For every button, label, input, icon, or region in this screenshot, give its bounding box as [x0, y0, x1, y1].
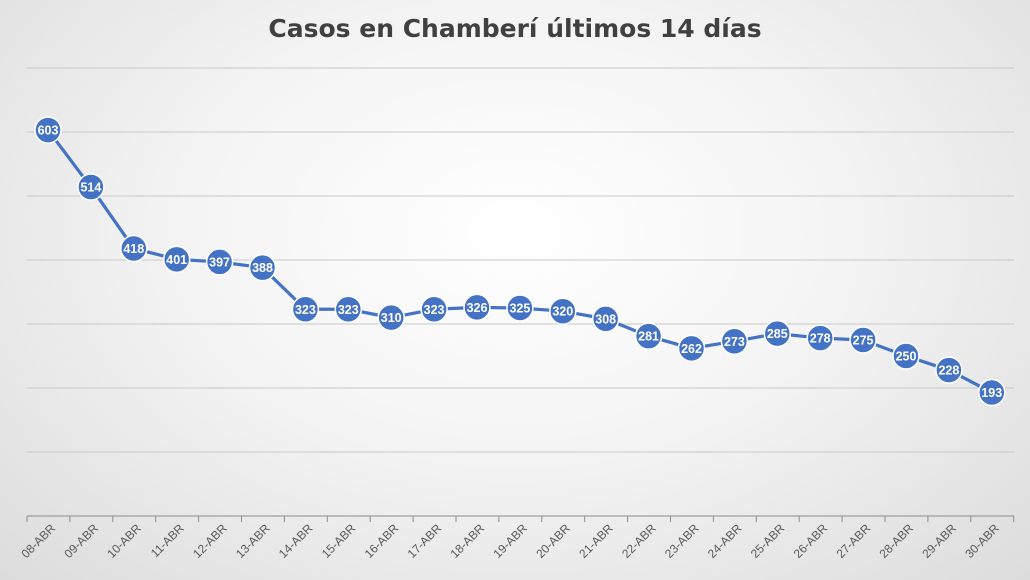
data-point-marker — [978, 378, 1006, 407]
data-point: 278 — [806, 324, 834, 352]
data-point: 281 — [634, 322, 663, 350]
data-label: 310 — [381, 311, 402, 325]
data-point: 603 — [34, 116, 62, 144]
data-point-marker — [162, 245, 191, 274]
x-axis-ticks — [26, 516, 1015, 522]
x-tick-label: 21-ABR — [576, 521, 616, 561]
data-point-marker — [763, 319, 792, 348]
x-tick-label: 30-ABR — [962, 521, 1002, 561]
x-tick-label: 15-ABR — [319, 521, 359, 561]
data-label: 323 — [424, 303, 445, 317]
data-point: 514 — [77, 173, 105, 201]
data-point: 275 — [849, 326, 877, 354]
data-label: 514 — [80, 181, 101, 195]
x-tick-label: 11-ABR — [148, 521, 187, 560]
data-label: 418 — [123, 242, 144, 256]
data-point: 320 — [549, 297, 577, 325]
data-point-marker — [849, 326, 877, 354]
x-tick-label: 17-ABR — [405, 521, 445, 561]
data-label: 397 — [209, 255, 230, 269]
data-point: 323 — [334, 295, 363, 324]
data-point: 273 — [720, 327, 749, 356]
x-tick-label: 16-ABR — [362, 521, 402, 561]
x-tick-label: 18-ABR — [448, 521, 488, 561]
data-point-marker — [506, 294, 534, 322]
data-label: 325 — [509, 302, 530, 316]
data-point-marker — [34, 116, 62, 144]
data-point-marker — [720, 327, 749, 356]
x-tick-label: 27-ABR — [834, 521, 874, 561]
data-point-marker — [248, 253, 277, 282]
data-label: 323 — [338, 303, 359, 317]
data-point: 401 — [162, 245, 191, 274]
data-point: 308 — [591, 305, 620, 333]
data-point: 418 — [120, 234, 148, 263]
data-point: 323 — [291, 295, 320, 324]
data-label: 262 — [681, 342, 702, 356]
x-tick-label: 12-ABR — [190, 521, 230, 561]
data-label: 326 — [467, 301, 488, 315]
data-point: 262 — [677, 334, 706, 363]
data-point-marker — [420, 295, 448, 324]
data-point-marker — [291, 295, 320, 324]
data-label: 401 — [166, 253, 187, 267]
data-point: 388 — [248, 253, 277, 282]
x-tick-label: 29-ABR — [919, 521, 959, 561]
data-point: 326 — [463, 293, 491, 322]
data-point-marker — [377, 303, 405, 332]
data-label: 278 — [810, 332, 831, 346]
x-tick-label: 14-ABR — [276, 521, 316, 561]
data-point-marker — [935, 356, 963, 384]
data-label: 273 — [724, 335, 745, 349]
x-tick-label: 09-ABR — [61, 521, 101, 561]
x-axis-labels: 08-ABR 09-ABR 10-ABR 11-ABR 12-ABR 13-ABR 14-A… — [19, 521, 1003, 561]
x-tick-label: 28-ABR — [877, 521, 917, 561]
data-point-marker — [591, 305, 620, 333]
data-label: 308 — [595, 312, 616, 326]
x-tick-label: 25-ABR — [748, 521, 788, 561]
data-point-marker — [806, 324, 834, 352]
x-tick-label: 13-ABR — [233, 521, 273, 561]
data-label: 320 — [552, 305, 573, 319]
data-point-marker — [634, 322, 663, 350]
data-point: 323 — [420, 295, 448, 324]
data-point-marker — [120, 234, 148, 263]
data-label: 275 — [853, 334, 874, 348]
data-point-marker — [205, 248, 234, 276]
data-point: 325 — [506, 294, 534, 322]
data-point: 250 — [892, 342, 920, 370]
data-point-marker — [549, 297, 577, 325]
x-tick-label: 10-ABR — [104, 521, 144, 561]
x-tick-label: 08-ABR — [19, 521, 59, 561]
data-point: 193 — [978, 378, 1006, 407]
data-point: 228 — [935, 356, 963, 384]
data-label: 603 — [38, 124, 59, 138]
data-label: 323 — [295, 303, 316, 317]
data-label: 193 — [981, 386, 1002, 400]
data-point: 285 — [763, 319, 792, 348]
data-point-marker — [77, 173, 105, 201]
data-point-marker — [463, 293, 491, 322]
data-label: 281 — [638, 330, 659, 344]
x-tick-label: 20-ABR — [533, 521, 573, 561]
data-point: 310 — [377, 303, 405, 332]
x-tick-label: 26-ABR — [791, 521, 831, 561]
data-label: 388 — [252, 261, 273, 275]
x-tick-label: 22-ABR — [619, 521, 659, 561]
x-tick-label: 24-ABR — [705, 521, 745, 561]
data-point: 397 — [205, 248, 234, 276]
data-point-marker — [892, 342, 920, 370]
x-tick-label: 19-ABR — [490, 521, 530, 561]
chart-title: Casos en Chamberí últimos 14 días — [268, 14, 762, 43]
data-label: 250 — [896, 350, 917, 364]
data-label: 285 — [767, 327, 788, 341]
x-tick-label: 23-ABR — [662, 521, 702, 561]
data-point-marker — [677, 334, 706, 363]
data-point-marker — [334, 295, 363, 324]
data-label: 228 — [938, 364, 959, 378]
